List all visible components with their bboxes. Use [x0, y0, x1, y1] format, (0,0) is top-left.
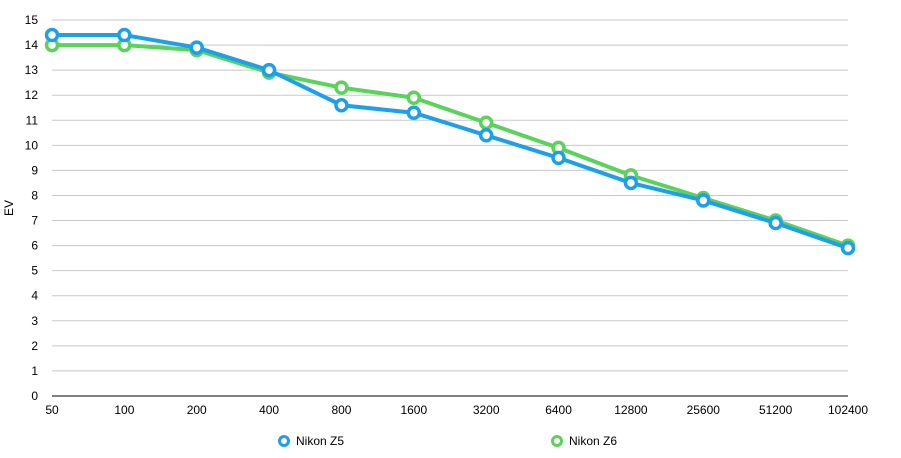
- x-tick-label: 6400: [545, 403, 572, 417]
- data-point: [840, 240, 856, 256]
- y-tick-label: 11: [26, 113, 39, 127]
- data-point: [117, 27, 132, 43]
- legend-item: Nikon Z5: [278, 434, 344, 448]
- x-tick-label: 200: [187, 403, 207, 417]
- data-point: [334, 80, 349, 95]
- data-point: [623, 175, 639, 191]
- legend-marker: [551, 435, 563, 447]
- y-tick-label: 1: [31, 364, 38, 378]
- data-point: [406, 90, 422, 105]
- data-point: [768, 215, 783, 231]
- y-tick-label: 15: [25, 13, 39, 27]
- legend-marker: [278, 435, 290, 447]
- data-point: [334, 97, 349, 113]
- series-line: [50, 43, 850, 248]
- data-point: [478, 128, 494, 143]
- y-tick-label: 7: [31, 214, 38, 228]
- data-point: [44, 27, 60, 43]
- legend-label: Nikon Z6: [569, 434, 617, 448]
- y-tick-label: 9: [31, 163, 38, 177]
- x-tick-label: 400: [259, 403, 279, 417]
- legend-label: Nikon Z5: [296, 434, 344, 448]
- y-tick-label: 6: [31, 239, 38, 253]
- series-nikon-z5: [44, 27, 856, 256]
- x-tick-label: 51200: [759, 403, 793, 417]
- series-layer: [44, 27, 856, 256]
- x-tick-label: 50: [45, 403, 59, 417]
- x-tick-label: 3200: [473, 403, 500, 417]
- legend-item: Nikon Z6: [551, 434, 617, 448]
- y-tick-label: 10: [25, 138, 39, 152]
- y-tick-label: 14: [25, 38, 39, 52]
- y-tick-label: 0: [31, 389, 38, 403]
- x-tick-label: 102400: [828, 403, 868, 417]
- x-tick-label: 800: [331, 403, 351, 417]
- y-tick-label: 4: [31, 289, 38, 303]
- data-point: [261, 62, 277, 78]
- y-tick-label: 3: [31, 314, 38, 328]
- grid-lines: [52, 19, 848, 372]
- data-point: [696, 193, 711, 208]
- x-tick-label: 100: [114, 403, 134, 417]
- legend: Nikon Z5 Nikon Z6: [278, 434, 617, 448]
- x-tick-labels: 50 100 200 400 800 1600 3200 6400 12800 25600 5120…: [45, 403, 868, 417]
- y-tick-label: 8: [31, 188, 38, 202]
- data-point: [406, 105, 422, 120]
- data-point: [189, 40, 204, 55]
- data-point: [551, 150, 566, 166]
- data-point: [478, 115, 494, 131]
- series-line: [50, 33, 850, 251]
- x-tick-label: 1600: [400, 403, 427, 417]
- x-tick-label: 25600: [687, 403, 721, 417]
- y-tick-label: 2: [31, 339, 38, 353]
- y-tick-label: 13: [25, 63, 39, 77]
- y-axis-title: EV: [2, 200, 16, 216]
- x-tick-label: 12800: [614, 403, 648, 417]
- y-tick-label: 5: [31, 264, 38, 278]
- y-tick-label: 12: [25, 88, 39, 102]
